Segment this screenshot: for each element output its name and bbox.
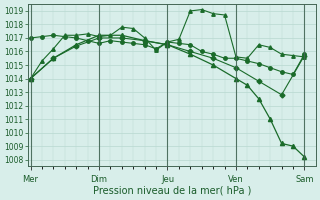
X-axis label: Pression niveau de la mer( hPa ): Pression niveau de la mer( hPa )	[92, 186, 251, 196]
